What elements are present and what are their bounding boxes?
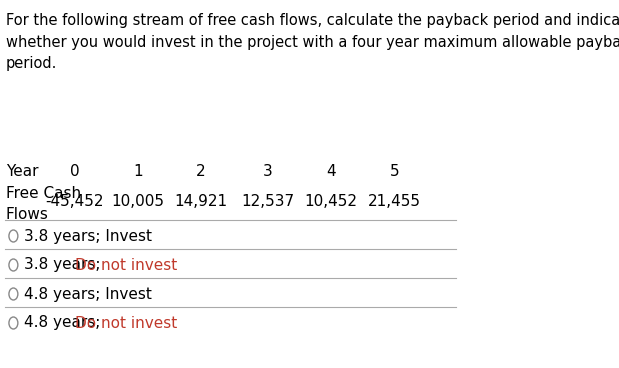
- Text: 5: 5: [389, 164, 399, 179]
- Text: For the following stream of free cash flows, calculate the payback period and in: For the following stream of free cash fl…: [6, 13, 619, 71]
- Text: 1: 1: [133, 164, 142, 179]
- Text: 4.8 years; Invest: 4.8 years; Invest: [24, 287, 152, 301]
- Text: 10,452: 10,452: [305, 194, 358, 209]
- Text: 3: 3: [263, 164, 273, 179]
- Text: 14,921: 14,921: [175, 194, 228, 209]
- Text: 10,005: 10,005: [111, 194, 164, 209]
- Text: 3.8 years; Invest: 3.8 years; Invest: [24, 229, 152, 244]
- Text: 2: 2: [196, 164, 206, 179]
- Text: Free Cash
Flows: Free Cash Flows: [6, 186, 81, 222]
- Text: 3.8 years;: 3.8 years;: [24, 258, 105, 272]
- Text: 0: 0: [69, 164, 79, 179]
- Text: 21,455: 21,455: [368, 194, 421, 209]
- Text: Do not invest: Do not invest: [76, 258, 178, 272]
- Text: 12,537: 12,537: [241, 194, 295, 209]
- Text: Year: Year: [6, 164, 38, 179]
- Text: Do not invest: Do not invest: [76, 315, 178, 330]
- Text: 4.8 years;: 4.8 years;: [24, 315, 105, 330]
- Text: -45,452: -45,452: [45, 194, 103, 209]
- Text: 4: 4: [326, 164, 336, 179]
